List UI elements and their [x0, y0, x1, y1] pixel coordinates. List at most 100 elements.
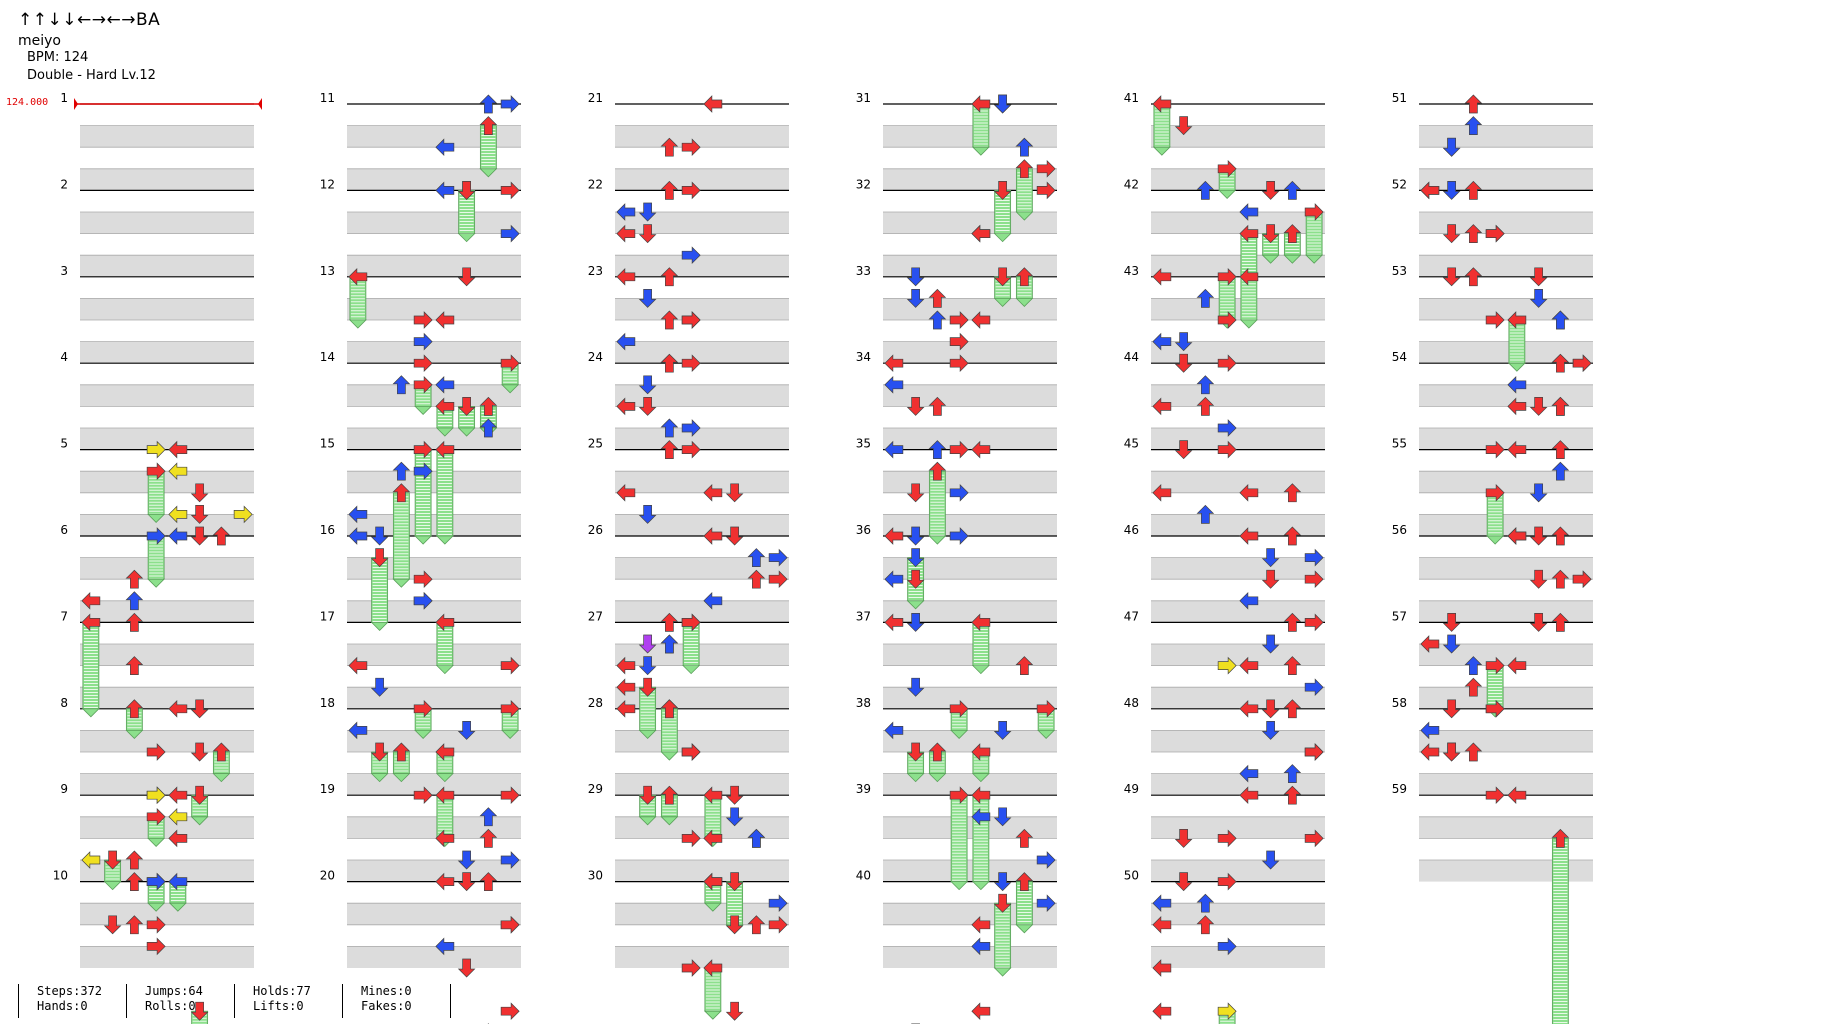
arrow-up-red-icon	[1015, 159, 1034, 179]
measure-number: 16	[320, 523, 335, 537]
measure-number: 19	[320, 782, 335, 796]
arrow-right-red-icon	[413, 375, 433, 394]
arrow-down-red-icon	[725, 915, 744, 935]
arrow-right-red-icon	[681, 181, 701, 200]
arrow-left-blue-icon	[348, 505, 368, 524]
arrow-down-purple-icon	[638, 634, 657, 654]
arrow-up-blue-icon	[1196, 375, 1215, 395]
arrow-up-red-icon	[125, 915, 144, 935]
beat-band	[615, 255, 789, 277]
beat-band	[1419, 773, 1593, 796]
arrow-left-red-icon	[971, 613, 991, 632]
arrow-down-red-icon	[638, 397, 657, 416]
beat-band	[883, 212, 1057, 234]
arrow-up-red-icon	[928, 288, 947, 308]
arrow-right-red-icon	[681, 829, 701, 848]
hold-tail	[147, 514, 166, 523]
arrow-down-red-icon	[457, 872, 476, 892]
arrow-down-blue-icon	[1261, 634, 1280, 654]
beat-band	[1419, 600, 1593, 623]
arrow-down-red-icon	[725, 872, 744, 892]
chart-column: 51 52 53 54 55 56 57 58 59	[1392, 91, 1593, 882]
measure-number: 36	[856, 523, 871, 537]
arrow-left-red-icon	[703, 786, 723, 805]
beat-band	[883, 903, 1057, 925]
arrow-up-red-icon	[1283, 224, 1302, 243]
measure-number: 37	[856, 609, 871, 623]
hold-tail	[392, 773, 411, 783]
arrow-right-red-icon	[949, 440, 969, 459]
arrow-left-yellow-icon	[81, 851, 101, 869]
beat-band	[615, 125, 789, 148]
arrow-down-red-icon	[190, 483, 209, 503]
arrow-down-red-icon	[725, 526, 744, 546]
beat-band	[883, 255, 1057, 277]
arrow-left-red-icon	[1239, 786, 1259, 805]
arrow-left-red-icon	[616, 656, 636, 675]
arrow-left-red-icon	[616, 267, 636, 286]
beat-band	[1419, 384, 1593, 407]
arrow-left-red-icon	[971, 743, 991, 761]
beat-band	[347, 125, 521, 148]
beat-band	[615, 341, 789, 364]
arrow-right-red-icon	[500, 915, 520, 934]
lifts-count: Lifts:0	[253, 999, 304, 1013]
arrow-right-red-icon	[1217, 159, 1237, 178]
arrow-left-blue-icon	[884, 440, 904, 459]
arrow-up-red-icon	[1551, 396, 1570, 416]
arrow-down-blue-icon	[638, 375, 657, 395]
beat-band	[1419, 212, 1593, 234]
beat-band	[883, 428, 1057, 450]
arrow-left-red-icon	[435, 786, 455, 805]
arrow-down-red-icon	[457, 397, 476, 416]
measure-number: 3	[60, 264, 68, 278]
arrow-right-red-icon	[500, 656, 520, 675]
arrow-left-red-icon	[703, 959, 723, 977]
arrow-left-blue-icon	[703, 591, 723, 610]
beat-band	[80, 860, 254, 882]
measure-number: 8	[60, 696, 68, 710]
arrow-down-red-icon	[1442, 699, 1461, 719]
hold-tail	[682, 665, 701, 675]
arrow-right-red-icon	[413, 786, 433, 805]
arrow-left-red-icon	[703, 527, 723, 545]
chart-column: 11 12 13 14 15 16 17 18 19 20	[320, 91, 521, 968]
arrow-left-red-icon	[435, 613, 455, 632]
measure-number: 6	[60, 523, 68, 537]
beat-band	[615, 644, 789, 666]
beat-band	[1419, 557, 1593, 580]
arrow-right-red-icon	[1304, 613, 1324, 632]
arrow-down-red-icon	[457, 181, 476, 200]
beat-band	[1419, 730, 1593, 752]
arrow-left-red-icon	[1420, 181, 1440, 200]
measure-number: 44	[1124, 350, 1139, 364]
beat-band	[883, 644, 1057, 666]
arrow-up-red-icon	[747, 915, 766, 935]
arrow-right-blue-icon	[413, 332, 433, 351]
arrow-down-red-icon	[725, 483, 744, 503]
hold-tail	[435, 427, 454, 437]
hold-tail	[479, 168, 498, 178]
arrow-up-red-icon	[1464, 224, 1483, 243]
beat-band	[1151, 773, 1325, 796]
arrow-up-blue-icon	[747, 548, 766, 567]
notes-layer	[81, 94, 1592, 1024]
beat-band	[1151, 687, 1325, 709]
arrow-down-red-icon	[906, 483, 925, 503]
arrow-right-blue-icon	[413, 462, 433, 481]
beat-band	[80, 125, 254, 148]
arrow-down-blue-icon	[1442, 181, 1461, 200]
arrow-down-blue-icon	[906, 613, 925, 632]
measure-number: 34	[856, 350, 871, 364]
beat-band	[80, 600, 254, 623]
beat-band	[80, 946, 254, 968]
arrow-down-red-icon	[906, 569, 925, 589]
arrow-right-red-icon	[146, 462, 166, 481]
arrow-down-red-icon	[1174, 116, 1193, 136]
arrow-left-yellow-icon	[168, 462, 188, 481]
arrow-down-blue-icon	[906, 289, 925, 308]
arrow-left-blue-icon	[1239, 591, 1259, 610]
beat-band	[1419, 471, 1593, 493]
arrow-up-red-icon	[125, 612, 144, 632]
arrow-left-red-icon	[81, 613, 101, 632]
